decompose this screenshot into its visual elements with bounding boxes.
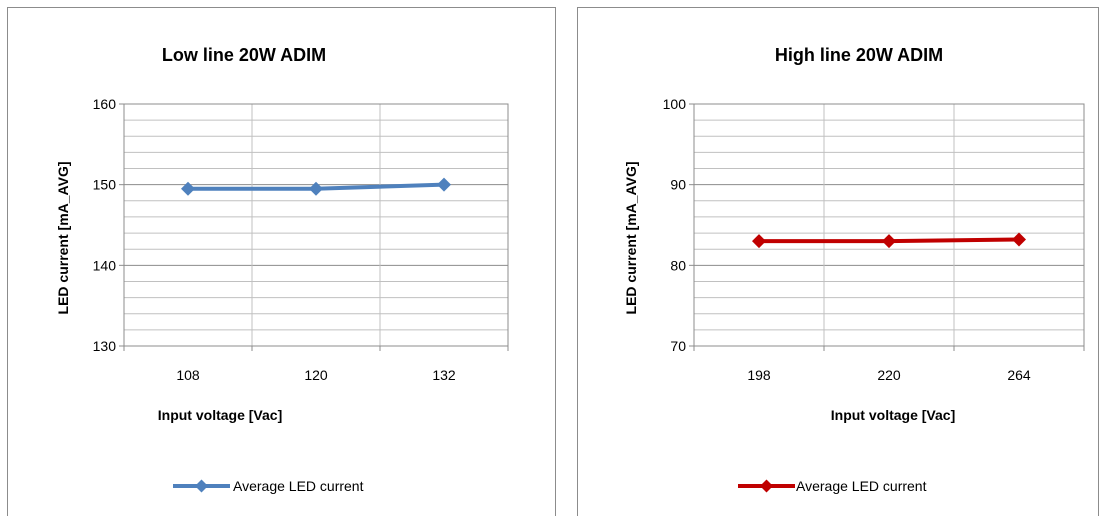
x-tick-label: 108	[176, 367, 200, 383]
y-tick-label: 130	[93, 338, 117, 354]
legend: Average LED current	[173, 478, 364, 494]
chart-title: Low line 20W ADIM	[162, 45, 326, 65]
data-point	[1012, 232, 1026, 247]
y-tick-label: 140	[93, 257, 117, 273]
legend: Average LED current	[738, 478, 927, 494]
y-tick-label: 100	[663, 96, 687, 112]
legend-marker	[195, 479, 208, 493]
x-tick-label: 120	[304, 367, 328, 383]
chart-low-line: 130 140 150 160 108 120 132 Low line 20W ADIM …	[7, 7, 556, 516]
x-axis-label: Input voltage [Vac]	[831, 407, 955, 423]
x-tick-label: 132	[432, 367, 456, 383]
legend-label: Average LED current	[233, 478, 364, 494]
data-point	[437, 177, 451, 192]
axis-ticks: 130 140 150 160 108 120 132	[93, 96, 509, 383]
x-tick-label: 264	[1007, 367, 1031, 383]
y-axis-label: LED current [mA_AVG]	[623, 162, 639, 315]
chart-high-line-svg: 70 80 90 100 198 220 264 High line 20W ADIM In…	[623, 45, 1085, 494]
axis-ticks: 70 80 90 100 198 220 264	[663, 96, 1085, 383]
grid	[693, 103, 1085, 347]
x-tick-label: 198	[747, 367, 771, 383]
data-point	[882, 234, 896, 249]
chart-title: High line 20W ADIM	[775, 45, 943, 65]
series	[181, 177, 451, 196]
plot-area	[693, 103, 1085, 347]
plot-area	[123, 103, 509, 347]
series	[752, 232, 1026, 249]
data-point	[752, 234, 766, 249]
data-point	[181, 181, 195, 196]
legend-label: Average LED current	[796, 478, 927, 494]
y-axis-label: LED current [mA_AVG]	[55, 162, 71, 315]
x-tick-label: 220	[877, 367, 901, 383]
x-axis-label: Input voltage [Vac]	[158, 407, 282, 423]
grid	[123, 103, 509, 347]
legend-marker	[760, 479, 773, 493]
y-tick-label: 90	[670, 177, 686, 193]
y-tick-label: 160	[93, 96, 117, 112]
y-tick-label: 70	[670, 338, 686, 354]
data-point	[309, 181, 323, 196]
chart-high-line: 70 80 90 100 198 220 264 High line 20W ADIM In…	[577, 7, 1099, 516]
y-tick-label: 80	[670, 257, 686, 273]
y-tick-label: 150	[93, 177, 117, 193]
